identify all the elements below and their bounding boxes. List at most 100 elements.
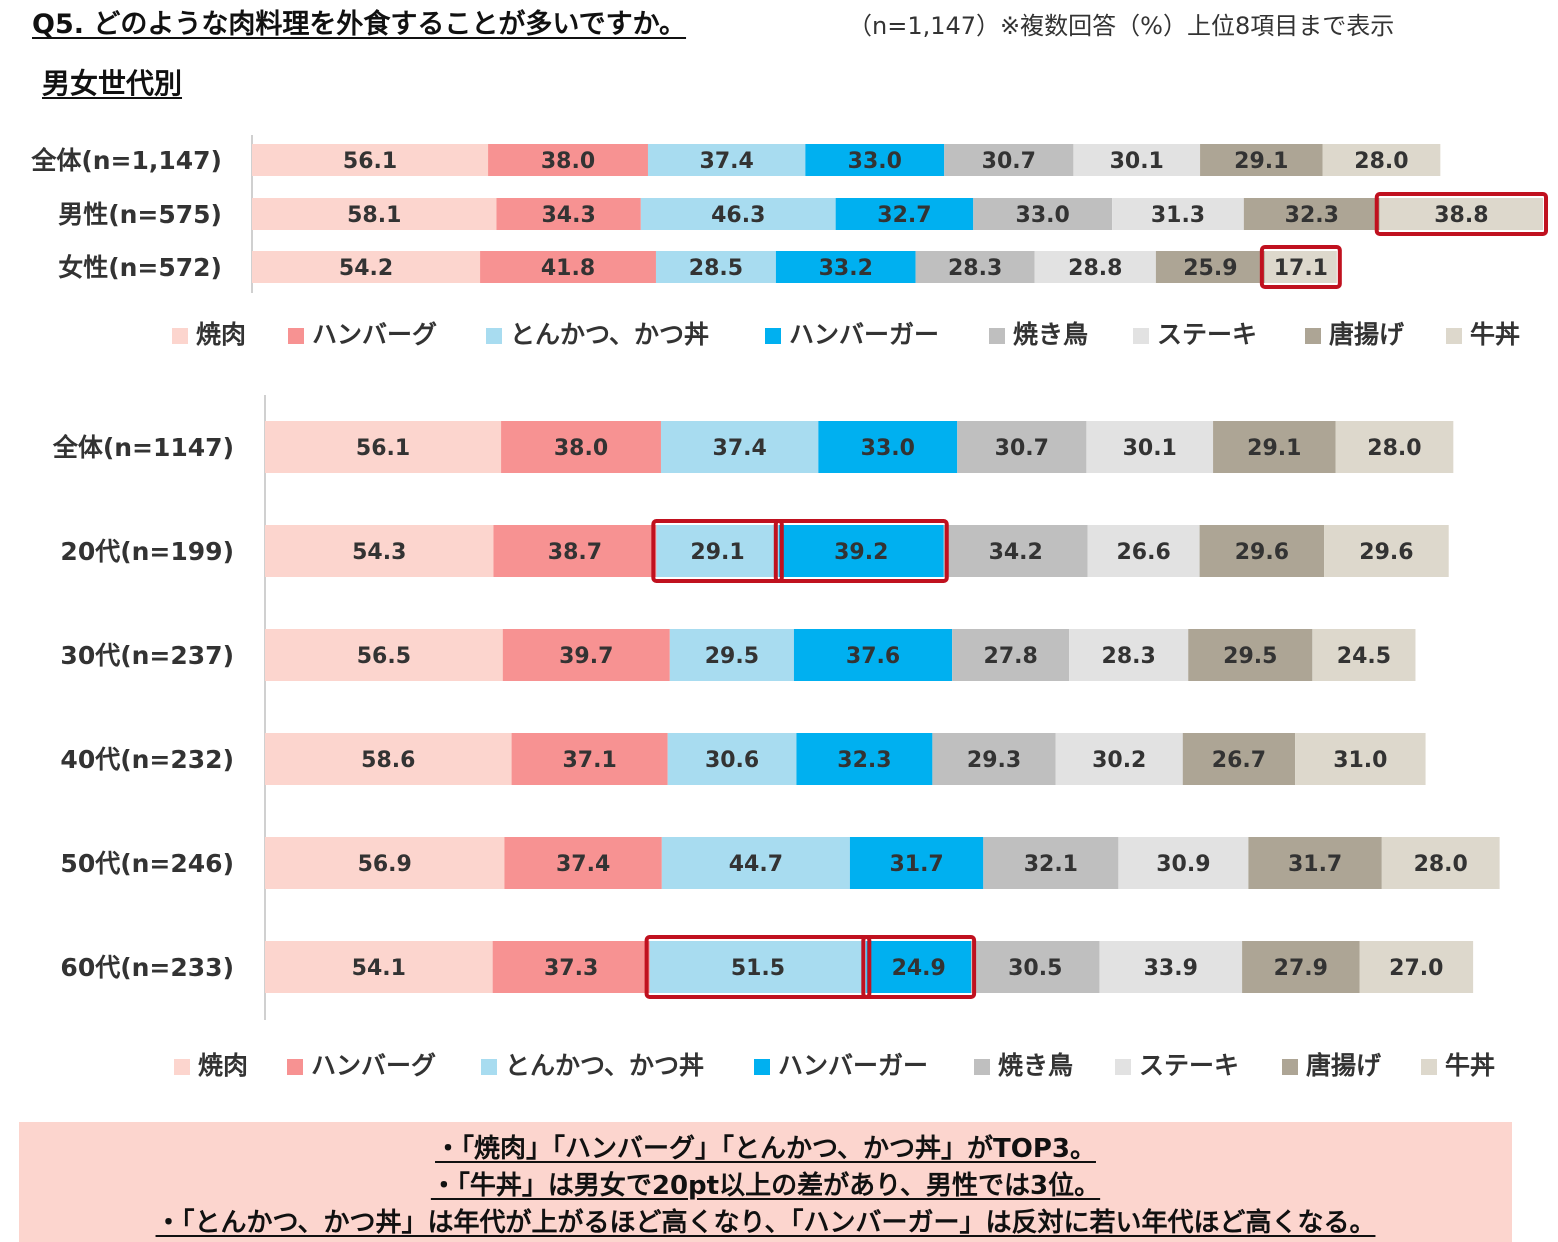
bar-segment <box>1248 837 1382 889</box>
bar-segment <box>1155 251 1265 283</box>
data-label: 32.3 <box>837 748 891 773</box>
bar-segment <box>493 525 657 577</box>
legend-swatch <box>1421 1059 1437 1075</box>
legend-swatch <box>1305 328 1321 344</box>
bar-segment <box>952 629 1070 681</box>
data-label: 28.0 <box>1414 852 1468 877</box>
data-label: 37.4 <box>556 852 610 877</box>
bar-segment <box>983 837 1119 889</box>
data-label: 33.2 <box>819 256 873 281</box>
category-label: 男性(n=575) <box>58 200 222 229</box>
question-title: Q5. どのような肉料理を外食することが多いですか。 <box>32 9 687 40</box>
legend: 焼肉 ハンバーグ とんかつ、かつ丼 ハンバーガー 焼き鳥 ステーキ 唐揚げ 牛丼 <box>172 320 1520 349</box>
legend: 焼肉 ハンバーグ とんかつ、かつ丼 ハンバーガー 焼き鳥 ステーキ 唐揚げ 牛丼 <box>174 1051 1495 1080</box>
data-label: 56.9 <box>358 852 412 877</box>
bar-segment <box>501 421 661 473</box>
data-label: 17.1 <box>1274 256 1328 281</box>
highlight-box <box>644 935 872 999</box>
stacked-bar-charts: 全体(n=1,147) 56.1 38.0 37.4 33.0 30.7 30.1 29.1 2… <box>30 135 1549 1080</box>
data-label: 28.3 <box>1102 644 1156 669</box>
legend-swatch <box>172 328 188 344</box>
summary-line-3: ・「とんかつ、かつ丼」は年代が上がるほど高くなり、「ハンバーガー」は反対に若い年… <box>155 1208 1376 1238</box>
bar-segment <box>502 629 670 681</box>
legend-label: 唐揚げ <box>1329 320 1405 349</box>
bar-segment <box>1188 629 1313 681</box>
data-label: 30.7 <box>995 436 1049 461</box>
bar-segment <box>932 733 1056 785</box>
legend-swatch <box>989 328 1005 344</box>
legend-label: ハンバーガー <box>789 320 939 349</box>
category-label: 50代(n=246) <box>60 849 234 878</box>
legend-label: 焼肉 <box>198 1051 248 1080</box>
bar-segment <box>1055 733 1183 785</box>
legend-label: 牛丼 <box>1470 320 1520 349</box>
bar-segment <box>1069 629 1189 681</box>
data-label: 33.0 <box>1016 203 1070 228</box>
data-label: 25.9 <box>1183 256 1237 281</box>
highlight-box <box>861 935 977 999</box>
legend-swatch <box>174 1059 190 1075</box>
data-label: 54.3 <box>352 540 406 565</box>
category-label: 20代(n=199) <box>60 537 234 566</box>
category-label: 60代(n=233) <box>60 953 234 982</box>
data-label: 27.9 <box>1274 956 1328 981</box>
data-label: 54.1 <box>352 956 406 981</box>
data-label: 38.0 <box>541 149 595 174</box>
data-label: 29.1 <box>1234 149 1288 174</box>
bar-segment <box>1112 198 1244 230</box>
data-label: 38.8 <box>1434 203 1488 228</box>
data-label: 30.9 <box>1156 852 1210 877</box>
summary-line-1: ・「焼肉」「ハンバーグ」「とんかつ、かつ丼」がTOP3。 <box>435 1134 1096 1164</box>
legend-label: 焼き鳥 <box>1013 320 1088 349</box>
legend-swatch <box>1446 328 1462 344</box>
bar-segment <box>265 733 512 785</box>
bar-segment <box>1182 733 1296 785</box>
bar-segment <box>957 421 1087 473</box>
legend-label: 焼肉 <box>196 320 246 349</box>
data-label: 56.1 <box>343 149 397 174</box>
bar-segment <box>796 733 933 785</box>
bar-segment <box>1242 941 1360 993</box>
bar-segment <box>1034 251 1156 283</box>
chart-1: 全体(n=1,147) 56.1 38.0 37.4 33.0 30.7 30.1 29.1 2… <box>30 135 1549 349</box>
bar-segment <box>1312 629 1416 681</box>
data-label: 54.2 <box>339 256 393 281</box>
bar-segment <box>265 941 493 993</box>
bar-segment <box>1295 733 1426 785</box>
data-label: 33.0 <box>848 149 902 174</box>
data-label: 34.3 <box>542 203 596 228</box>
bar-segment <box>849 837 984 889</box>
bar-segment <box>915 251 1035 283</box>
bar-segment <box>252 144 489 176</box>
chart-2: 全体(n=1147) 56.1 38.0 37.4 33.0 30.7 30.1 29.1 28… <box>52 395 1500 1080</box>
legend-label: とんかつ、かつ丼 <box>510 320 709 349</box>
data-label: 56.1 <box>356 436 410 461</box>
data-label: 24.5 <box>1337 644 1391 669</box>
bar-segment <box>943 525 1088 577</box>
data-label: 31.7 <box>889 852 943 877</box>
data-label: 27.0 <box>1389 956 1443 981</box>
bar-segment <box>1243 198 1380 230</box>
category-label: 全体(n=1147) <box>52 433 234 462</box>
bar-segment <box>265 421 502 473</box>
bar-segment <box>511 733 668 785</box>
data-label: 28.0 <box>1354 149 1408 174</box>
data-label: 33.9 <box>1144 956 1198 981</box>
legend-label: 焼き鳥 <box>998 1051 1073 1080</box>
bar-segment <box>1200 144 1323 176</box>
bar-segment <box>1324 525 1449 577</box>
bar-segment <box>640 198 836 230</box>
bar-segment <box>1087 525 1200 577</box>
data-label: 37.6 <box>846 644 900 669</box>
data-label: 24.9 <box>892 956 946 981</box>
section-subtitle: 男女世代別 <box>42 67 183 100</box>
data-label: 29.3 <box>967 748 1021 773</box>
bar-segment <box>1073 144 1201 176</box>
bar-segment <box>805 144 945 176</box>
bar-segment <box>793 629 953 681</box>
data-label: 30.7 <box>982 149 1036 174</box>
bar-segment <box>265 525 494 577</box>
bar-segment <box>1099 941 1243 993</box>
data-label: 41.8 <box>541 256 595 281</box>
highlight-box <box>1259 245 1342 289</box>
